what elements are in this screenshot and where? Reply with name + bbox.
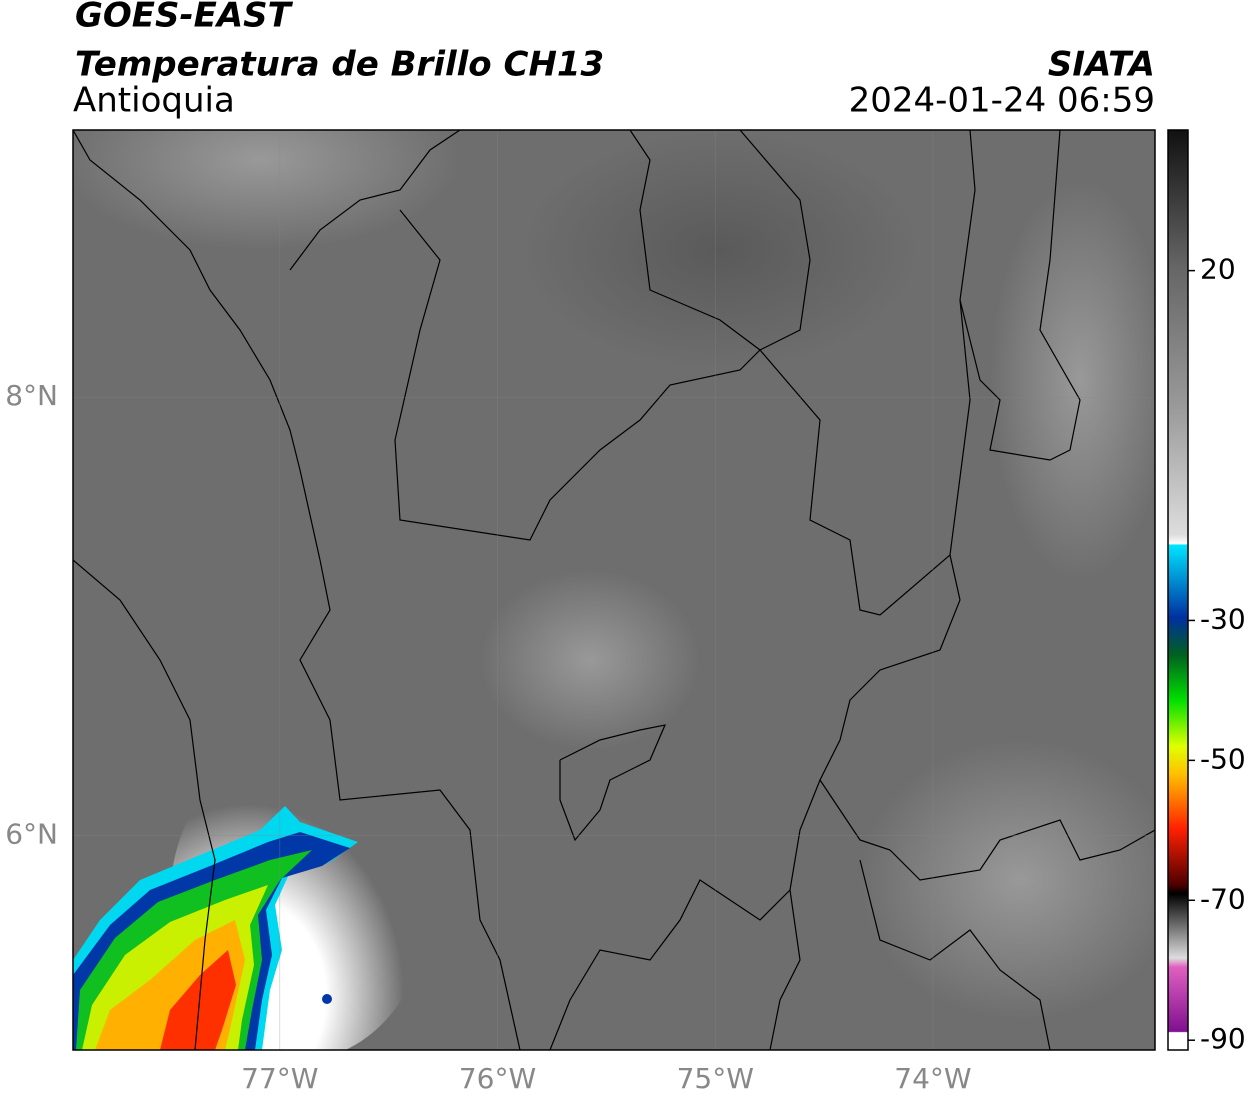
colorbar-tick-label: -30 <box>1200 602 1246 635</box>
colorbar-tick-label: -70 <box>1200 882 1246 915</box>
colorbar-tick-label: 20 <box>1200 253 1236 286</box>
x-tick-label: 74°W <box>894 1062 971 1095</box>
y-tick-label: 8°N <box>5 379 58 412</box>
y-tick-label: 6°N <box>5 817 58 850</box>
x-tick-label: 76°W <box>459 1062 536 1095</box>
grid <box>73 130 1155 1050</box>
map-image <box>73 130 1155 1050</box>
source: SIATA <box>1048 45 1155 85</box>
x-tick-label: 77°W <box>241 1062 318 1095</box>
colorbar-tick-label: -90 <box>1200 1022 1246 1055</box>
colorbar-ticks: 20 -30 -50 -70 -90 <box>1188 253 1246 1055</box>
satellite: GOES-EAST <box>75 0 294 36</box>
colorbar <box>1167 129 1189 1051</box>
map-frame <box>72 129 1156 1051</box>
colorbar-tick-label: -50 <box>1200 742 1246 775</box>
product: Temperatura de Brillo CH13 <box>75 45 604 85</box>
region: Antioquia <box>73 81 235 121</box>
x-tick-label: 75°W <box>677 1062 754 1095</box>
datetime: 2024-01-24 06:59 <box>849 81 1155 121</box>
